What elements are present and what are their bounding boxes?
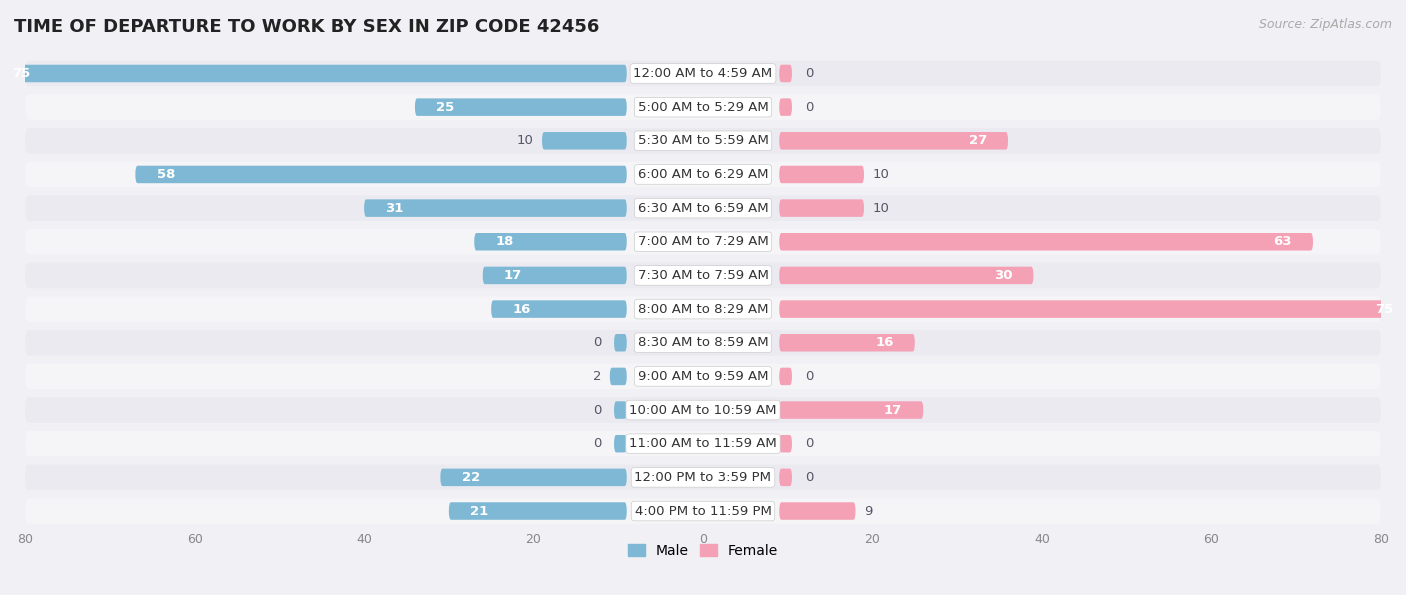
FancyBboxPatch shape <box>25 229 1381 255</box>
Text: 0: 0 <box>804 370 813 383</box>
FancyBboxPatch shape <box>25 364 1381 389</box>
FancyBboxPatch shape <box>25 296 1381 322</box>
FancyBboxPatch shape <box>440 469 627 486</box>
Text: 31: 31 <box>385 202 404 215</box>
Text: 17: 17 <box>503 269 522 282</box>
FancyBboxPatch shape <box>543 132 627 149</box>
Text: 0: 0 <box>804 471 813 484</box>
FancyBboxPatch shape <box>25 61 1381 86</box>
Text: 75: 75 <box>13 67 31 80</box>
Text: 27: 27 <box>969 134 987 148</box>
Legend: Male, Female: Male, Female <box>623 538 783 563</box>
Text: 0: 0 <box>593 336 602 349</box>
Text: 11:00 AM to 11:59 AM: 11:00 AM to 11:59 AM <box>628 437 778 450</box>
Text: 12:00 AM to 4:59 AM: 12:00 AM to 4:59 AM <box>634 67 772 80</box>
FancyBboxPatch shape <box>25 330 1381 356</box>
FancyBboxPatch shape <box>25 465 1381 490</box>
FancyBboxPatch shape <box>779 233 1313 250</box>
Text: 6:30 AM to 6:59 AM: 6:30 AM to 6:59 AM <box>638 202 768 215</box>
FancyBboxPatch shape <box>779 98 792 116</box>
Text: 2: 2 <box>593 370 602 383</box>
Text: 63: 63 <box>1274 235 1292 248</box>
FancyBboxPatch shape <box>779 469 792 486</box>
FancyBboxPatch shape <box>364 199 627 217</box>
FancyBboxPatch shape <box>614 334 627 352</box>
Text: 8:30 AM to 8:59 AM: 8:30 AM to 8:59 AM <box>638 336 768 349</box>
FancyBboxPatch shape <box>614 435 627 452</box>
Text: 5:30 AM to 5:59 AM: 5:30 AM to 5:59 AM <box>637 134 769 148</box>
FancyBboxPatch shape <box>779 199 863 217</box>
FancyBboxPatch shape <box>779 368 792 385</box>
Text: 17: 17 <box>884 403 903 416</box>
FancyBboxPatch shape <box>25 162 1381 187</box>
FancyBboxPatch shape <box>0 65 627 82</box>
Text: 30: 30 <box>994 269 1012 282</box>
Text: 0: 0 <box>804 67 813 80</box>
Text: 0: 0 <box>593 437 602 450</box>
FancyBboxPatch shape <box>779 65 792 82</box>
Text: 22: 22 <box>461 471 479 484</box>
Text: 8:00 AM to 8:29 AM: 8:00 AM to 8:29 AM <box>638 303 768 315</box>
Text: Source: ZipAtlas.com: Source: ZipAtlas.com <box>1258 18 1392 31</box>
Text: 25: 25 <box>436 101 454 114</box>
FancyBboxPatch shape <box>779 502 855 520</box>
FancyBboxPatch shape <box>779 300 1406 318</box>
Text: 7:00 AM to 7:29 AM: 7:00 AM to 7:29 AM <box>638 235 768 248</box>
Text: 5:00 AM to 5:29 AM: 5:00 AM to 5:29 AM <box>638 101 768 114</box>
Text: 21: 21 <box>470 505 488 518</box>
FancyBboxPatch shape <box>135 165 627 183</box>
Text: 10: 10 <box>516 134 533 148</box>
Text: 10: 10 <box>873 168 890 181</box>
Text: 0: 0 <box>804 437 813 450</box>
Text: 9: 9 <box>863 505 872 518</box>
Text: 75: 75 <box>1375 303 1393 315</box>
Text: 0: 0 <box>804 101 813 114</box>
Text: 9:00 AM to 9:59 AM: 9:00 AM to 9:59 AM <box>638 370 768 383</box>
FancyBboxPatch shape <box>474 233 627 250</box>
FancyBboxPatch shape <box>779 334 915 352</box>
FancyBboxPatch shape <box>449 502 627 520</box>
Text: 10: 10 <box>873 202 890 215</box>
Text: 58: 58 <box>156 168 174 181</box>
FancyBboxPatch shape <box>25 95 1381 120</box>
Text: 16: 16 <box>512 303 530 315</box>
FancyBboxPatch shape <box>482 267 627 284</box>
FancyBboxPatch shape <box>779 267 1033 284</box>
FancyBboxPatch shape <box>25 397 1381 423</box>
FancyBboxPatch shape <box>25 128 1381 154</box>
FancyBboxPatch shape <box>25 262 1381 288</box>
FancyBboxPatch shape <box>779 165 863 183</box>
Text: 0: 0 <box>593 403 602 416</box>
FancyBboxPatch shape <box>779 435 792 452</box>
FancyBboxPatch shape <box>779 132 1008 149</box>
Text: TIME OF DEPARTURE TO WORK BY SEX IN ZIP CODE 42456: TIME OF DEPARTURE TO WORK BY SEX IN ZIP … <box>14 18 599 36</box>
FancyBboxPatch shape <box>25 195 1381 221</box>
FancyBboxPatch shape <box>614 401 627 419</box>
Text: 4:00 PM to 11:59 PM: 4:00 PM to 11:59 PM <box>634 505 772 518</box>
Text: 7:30 AM to 7:59 AM: 7:30 AM to 7:59 AM <box>637 269 769 282</box>
FancyBboxPatch shape <box>610 368 627 385</box>
FancyBboxPatch shape <box>25 431 1381 456</box>
Text: 6:00 AM to 6:29 AM: 6:00 AM to 6:29 AM <box>638 168 768 181</box>
Text: 18: 18 <box>495 235 513 248</box>
FancyBboxPatch shape <box>25 498 1381 524</box>
Text: 10:00 AM to 10:59 AM: 10:00 AM to 10:59 AM <box>630 403 776 416</box>
FancyBboxPatch shape <box>491 300 627 318</box>
FancyBboxPatch shape <box>779 401 924 419</box>
Text: 12:00 PM to 3:59 PM: 12:00 PM to 3:59 PM <box>634 471 772 484</box>
Text: 16: 16 <box>876 336 894 349</box>
FancyBboxPatch shape <box>415 98 627 116</box>
